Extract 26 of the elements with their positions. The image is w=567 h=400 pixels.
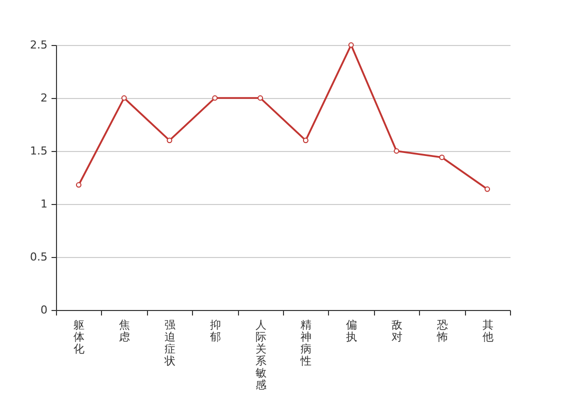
point xyxy=(166,138,172,144)
x-tick-label: 偏执 xyxy=(346,318,358,344)
point xyxy=(302,138,308,144)
y-tick-label: 2 xyxy=(40,92,48,104)
y-tick-label: 1.5 xyxy=(30,144,48,158)
point xyxy=(439,154,445,160)
point xyxy=(348,42,354,48)
x-tick-label: 其他 xyxy=(482,318,494,344)
point xyxy=(76,182,82,188)
y-tick-label: 0 xyxy=(40,304,48,316)
x-tick-label: 躯体化 xyxy=(74,318,85,356)
x-tick-label: 抑郁 xyxy=(210,318,221,344)
point xyxy=(212,95,218,101)
point xyxy=(258,95,264,101)
y-tick-label: 1 xyxy=(40,198,48,210)
x-tick-label: 敌对 xyxy=(392,318,402,344)
x-tick-label: 恐怖 xyxy=(436,318,448,344)
point xyxy=(121,95,127,101)
x-tick-label: 人际关系敏感 xyxy=(255,318,266,392)
y-tick-label: 0.5 xyxy=(30,250,48,264)
x-tick-label: 精神病性 xyxy=(300,318,312,368)
point xyxy=(484,186,490,192)
x-tick-label: 焦虑 xyxy=(119,318,130,344)
point xyxy=(394,148,400,154)
y-tick-label: 2.5 xyxy=(30,38,48,52)
x-tick-label: 强迫症状 xyxy=(164,318,176,368)
